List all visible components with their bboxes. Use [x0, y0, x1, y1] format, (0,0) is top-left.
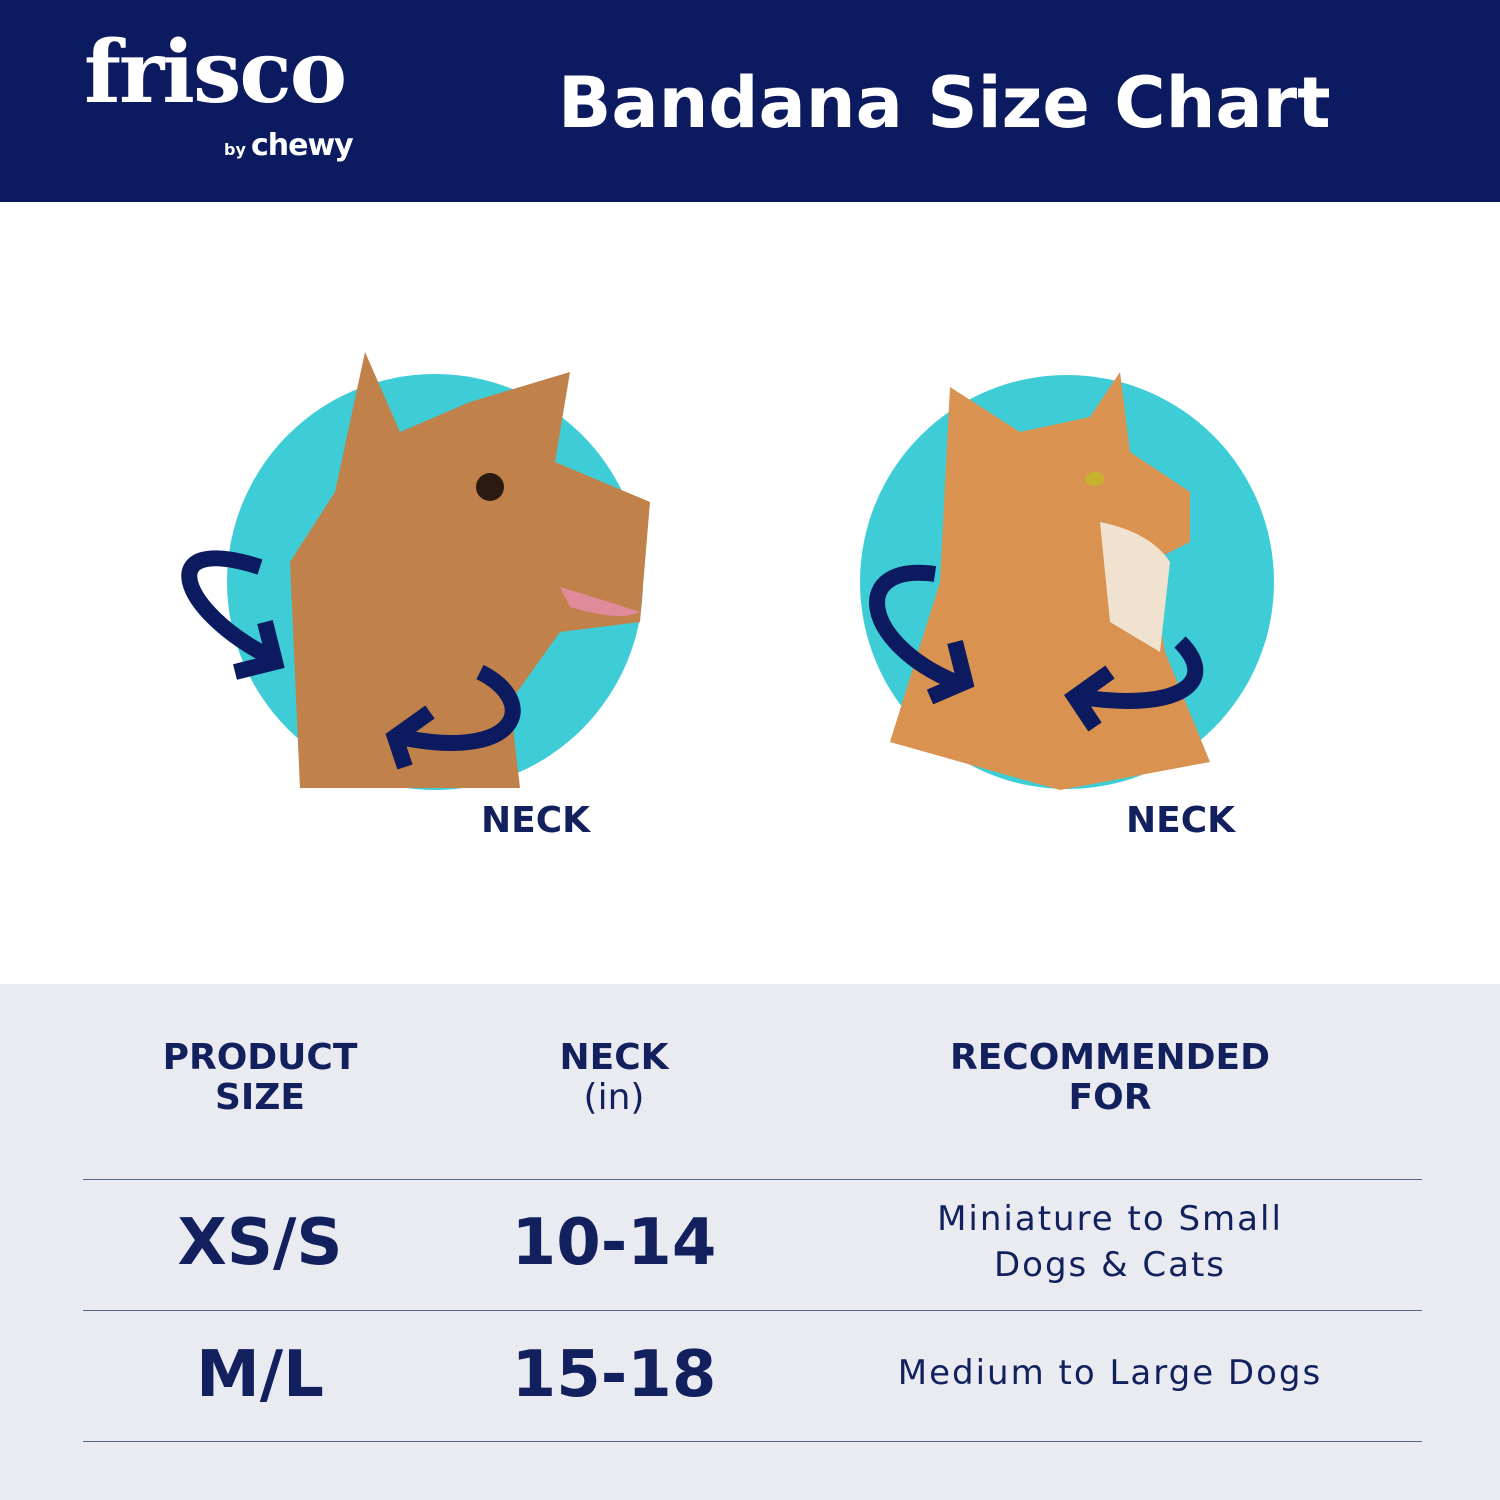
- cat-chest: [1100, 522, 1170, 652]
- dog-shape: [290, 352, 650, 788]
- cat-illustration: [860, 372, 1274, 790]
- pet-illustrations: NECK NECK: [0, 202, 1500, 984]
- arrow-head-icon: [385, 705, 435, 770]
- page-title: Bandana Size Chart: [558, 62, 1331, 144]
- header-product-size: PRODUCT SIZE: [60, 1038, 460, 1118]
- header-line: FOR: [1068, 1077, 1152, 1118]
- divider: [83, 1179, 1422, 1180]
- logo-by: by: [224, 140, 246, 159]
- row-neck: 10-14: [511, 1206, 717, 1280]
- header-line: NECK: [559, 1037, 669, 1078]
- logo-brand: frisco: [84, 22, 347, 123]
- arrow-head-icon: [1064, 665, 1115, 732]
- header-line: SIZE: [214, 1077, 306, 1118]
- arrow-icon: [869, 564, 959, 690]
- rec-line: Medium to Large Dogs: [897, 1353, 1323, 1393]
- row-neck: 15-18: [511, 1338, 717, 1412]
- header-line: PRODUCT: [162, 1037, 358, 1078]
- cat-eye: [1085, 472, 1105, 486]
- rec-line: Miniature to Small: [937, 1199, 1283, 1239]
- frisco-logo: frisco by chewy: [84, 22, 354, 164]
- arrow-icon: [1078, 636, 1204, 709]
- logo-chewy: chewy: [250, 128, 354, 163]
- header-neck: NECK (in): [414, 1038, 814, 1118]
- header-unit: (in): [583, 1077, 645, 1118]
- cat-neck-label: NECK: [1126, 800, 1236, 841]
- size-table: PRODUCT SIZE NECK (in) RECOMMENDED FOR X…: [0, 984, 1500, 1500]
- arrow-head-icon: [233, 620, 285, 680]
- header-recommended: RECOMMENDED FOR: [910, 1038, 1310, 1118]
- dog-illustration: [181, 352, 650, 790]
- arrow-icon: [181, 550, 274, 665]
- dog-neck-label: NECK: [481, 800, 591, 841]
- row-recommended: Miniature to Small Dogs & Cats: [860, 1196, 1360, 1288]
- row-size: M/L: [196, 1338, 324, 1412]
- dog-tongue: [560, 587, 640, 616]
- arrow-icon: [398, 664, 521, 751]
- header-line: RECOMMENDED: [949, 1037, 1271, 1078]
- header-banner: frisco by chewy Bandana Size Chart: [0, 0, 1500, 202]
- dog-eye: [476, 473, 504, 501]
- arrow-head-icon: [926, 640, 975, 705]
- rec-line: Dogs & Cats: [993, 1245, 1227, 1285]
- row-size: XS/S: [177, 1206, 343, 1280]
- pet-illustrations-svg: [181, 352, 1274, 790]
- logo-sub: by chewy: [224, 128, 354, 163]
- row-recommended: Medium to Large Dogs: [860, 1350, 1360, 1396]
- divider: [83, 1441, 1422, 1442]
- divider: [83, 1310, 1422, 1311]
